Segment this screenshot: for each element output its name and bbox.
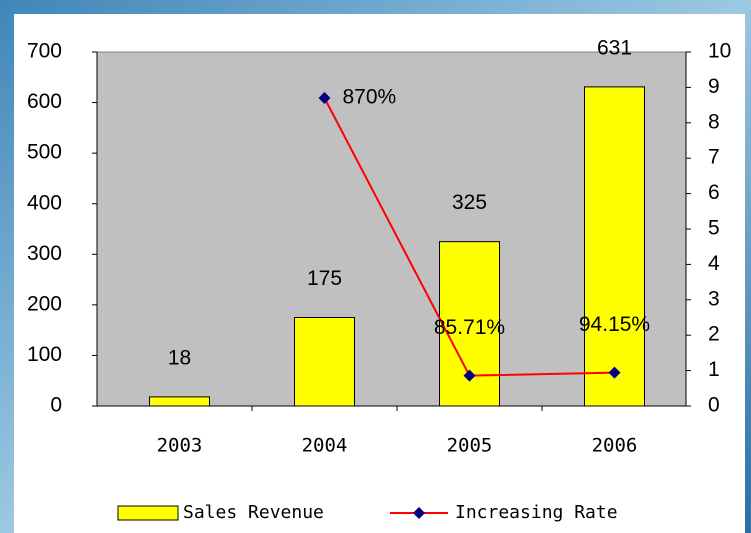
y2-tick-label: 7 xyxy=(708,146,720,169)
y2-tick-label: 0 xyxy=(708,394,720,417)
y-tick-label: 0 xyxy=(50,394,62,417)
y-tick-label: 600 xyxy=(27,90,62,113)
y2-tick-label: 1 xyxy=(708,358,720,381)
bar-label: 325 xyxy=(452,191,487,214)
y2-tick-label: 4 xyxy=(708,252,720,275)
y-tick-label: 700 xyxy=(27,40,62,63)
line-marker xyxy=(318,92,331,105)
x-tick-label: 2003 xyxy=(157,435,203,457)
bar-label: 175 xyxy=(307,267,342,290)
bar-label: 631 xyxy=(597,36,632,59)
y-tick-label: 300 xyxy=(27,242,62,265)
line-label: 85.71% xyxy=(434,316,505,339)
y-tick-label: 100 xyxy=(27,343,62,366)
y2-tick-label: 3 xyxy=(708,287,720,310)
legend-label: Sales Revenue xyxy=(183,502,324,523)
line-marker xyxy=(463,369,476,382)
y2-tick-label: 9 xyxy=(708,75,720,98)
bar xyxy=(149,396,210,407)
bar xyxy=(294,317,355,407)
line-label: 94.15% xyxy=(579,313,650,336)
y-tick-label: 500 xyxy=(27,141,62,164)
line-label: 870% xyxy=(343,86,397,109)
legend-marker xyxy=(413,507,425,519)
y-tick-label: 200 xyxy=(27,292,62,315)
y2-tick-label: 6 xyxy=(708,181,720,204)
y-tick-label: 400 xyxy=(27,191,62,214)
legend-swatch xyxy=(117,505,179,521)
bar-label: 18 xyxy=(168,346,191,369)
y2-tick-label: 2 xyxy=(708,323,720,346)
bar xyxy=(584,86,645,407)
x-tick-label: 2006 xyxy=(592,435,638,457)
legend-label: Increasing Rate xyxy=(455,502,618,523)
y2-tick-label: 5 xyxy=(708,217,720,240)
y2-tick-label: 8 xyxy=(708,110,720,133)
x-tick-label: 2004 xyxy=(302,435,348,457)
x-tick-label: 2005 xyxy=(447,435,493,457)
y2-tick-label: 10 xyxy=(708,40,731,63)
line-marker xyxy=(608,366,621,379)
